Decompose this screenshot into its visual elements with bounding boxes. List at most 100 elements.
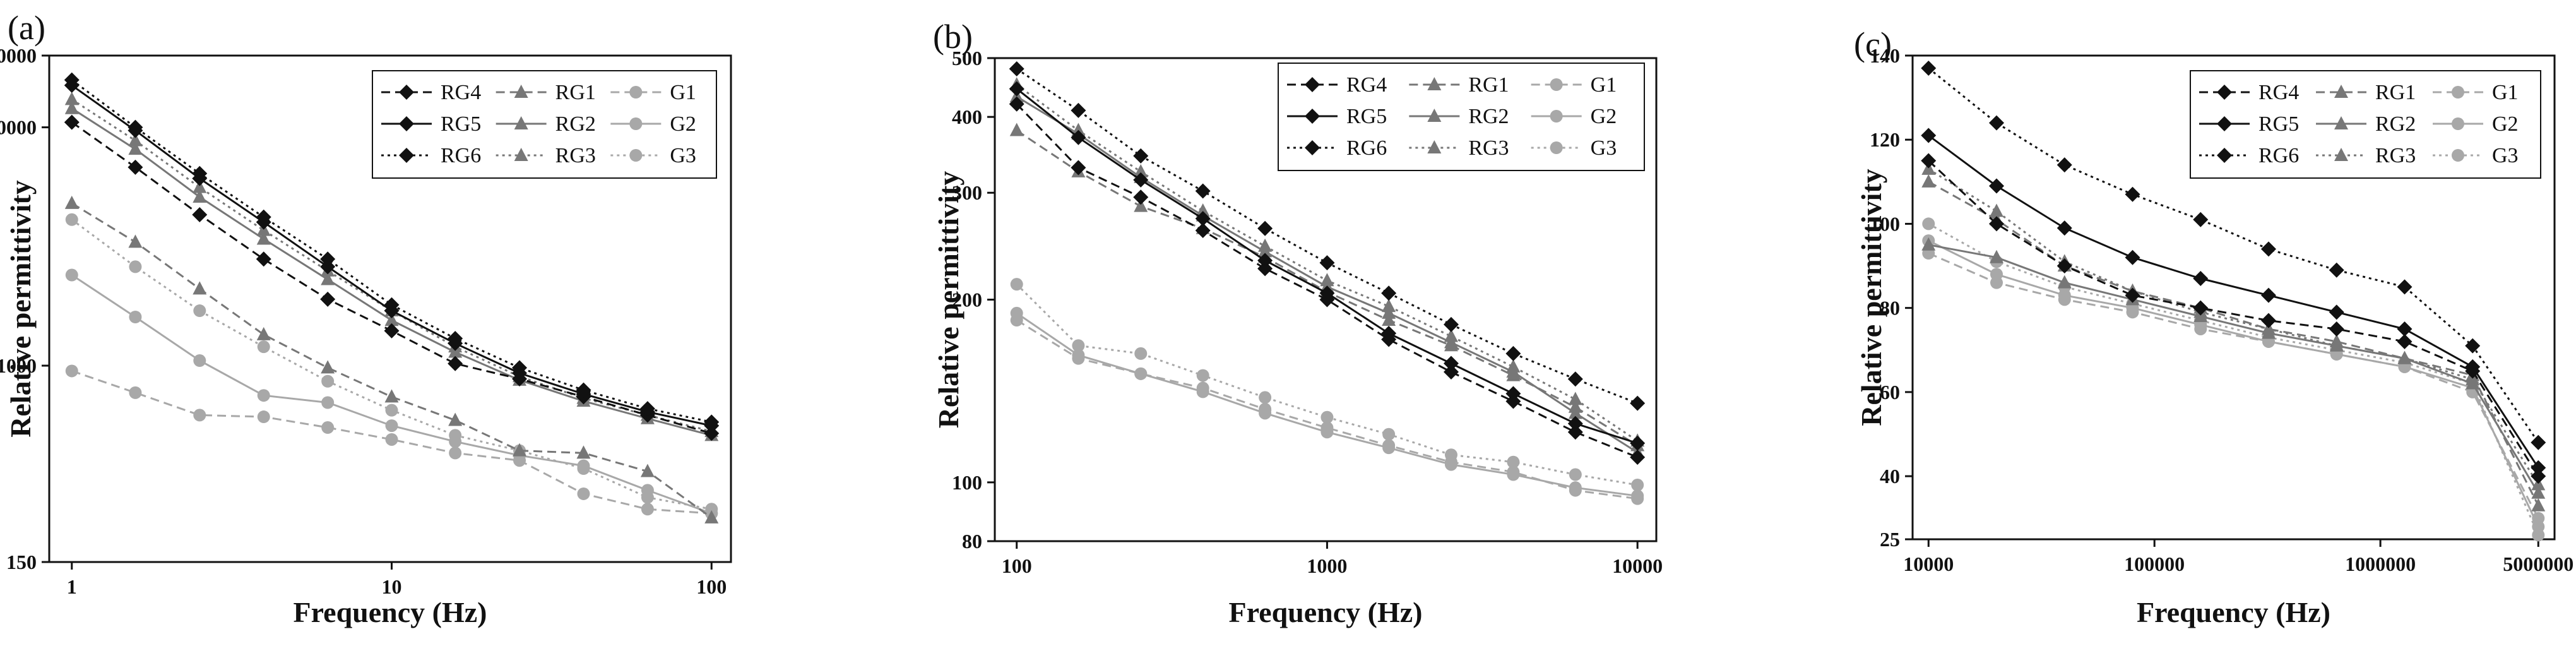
data-point-rg4 <box>2125 287 2140 303</box>
legend-marker-g3 <box>629 149 643 162</box>
y-tick-label: 25 <box>1880 528 1900 551</box>
data-point-g1 <box>193 409 206 422</box>
series-rg3 <box>1921 161 2546 491</box>
data-point-rg6 <box>1319 255 1335 271</box>
data-point-rg1 <box>384 389 399 403</box>
data-point-rg4 <box>1133 189 1149 205</box>
chart-c: 10000 100000 1000000 5000000 25 40 60 80 100 120 1… <box>1855 44 2573 628</box>
data-point-rg6 <box>2531 434 2546 450</box>
legend-marker-g3 <box>1550 141 1563 154</box>
x-tick-label: 10000 <box>1612 554 1663 577</box>
series-g3 <box>65 213 718 516</box>
data-point-rg3 <box>1506 359 1521 373</box>
series-line-g3 <box>1016 284 1638 486</box>
data-point-rg1 <box>640 464 655 477</box>
data-point-g2 <box>1444 458 1457 471</box>
legend-label: G1 <box>1591 73 1617 97</box>
legend: RG4 RG5 RG6 RG1 RG2 RG3 G1 G2 G3 <box>2190 70 2541 179</box>
legend-item-g3: G3 <box>1531 136 1617 160</box>
chart-a: 1 10 100 150 1000 10000 20000 Frequency (Hz) Rel… <box>0 44 732 628</box>
data-point-rg4 <box>1257 261 1273 277</box>
data-point-rg5 <box>2329 304 2344 320</box>
y-tick-label: 80 <box>962 530 982 553</box>
series-line-rg6 <box>1928 67 2539 443</box>
x-tick-label: 100 <box>1002 554 1032 577</box>
legend-item-rg2: RG2 <box>496 112 596 136</box>
panel-label-a: (a) <box>8 9 45 47</box>
y-tick-label: 60 <box>1880 381 1900 404</box>
plot-frame <box>1911 54 2556 541</box>
data-point-rg2 <box>384 313 399 326</box>
series-line-g3 <box>71 218 712 510</box>
data-point-rg4 <box>448 356 463 371</box>
data-point-rg3 <box>1196 203 1210 217</box>
data-point-rg6 <box>2193 212 2209 227</box>
data-point-rg4 <box>2057 258 2072 274</box>
data-point-g3 <box>1072 339 1085 352</box>
x-tick-label: 1000 <box>1307 554 1347 577</box>
data-point-g3 <box>1134 347 1148 360</box>
data-point-rg6 <box>576 382 591 398</box>
data-point-rg6 <box>1195 183 1211 199</box>
data-point-g2 <box>1321 426 1334 439</box>
legend-item-rg6: RG6 <box>1287 136 1387 160</box>
data-point-rg5 <box>1630 435 1646 451</box>
x-axis-title: Frequency (Hz) <box>293 596 487 628</box>
data-point-g1 <box>257 410 270 424</box>
data-point-rg2 <box>2057 275 2072 289</box>
series-g2 <box>1010 306 1644 503</box>
series-line-rg1 <box>71 202 713 519</box>
y-tick-label: 20000 <box>0 44 37 67</box>
y-tick-label: 200 <box>952 289 982 311</box>
data-point-rg6 <box>1505 345 1521 361</box>
legend-item-rg3: RG3 <box>1409 136 1509 160</box>
y-tick-label: 300 <box>952 181 982 204</box>
data-point-rg4 <box>2260 313 2276 328</box>
data-point-rg4 <box>192 206 208 222</box>
data-point-rg5 <box>2465 359 2481 374</box>
data-point-rg6 <box>1071 102 1086 118</box>
y-axis-title: Relative permittivity <box>1855 169 1887 426</box>
series-g3 <box>1922 217 2545 542</box>
series-rg1 <box>64 195 719 523</box>
data-point-rg4 <box>2531 469 2546 484</box>
data-point-rg6 <box>2329 262 2344 278</box>
legend-marker-g2 <box>629 117 643 130</box>
legend-item-rg2: RG2 <box>2316 112 2416 136</box>
legend-item-rg4: RG4 <box>1287 73 1387 97</box>
data-point-rg6 <box>1630 395 1646 411</box>
legend-label: G2 <box>2492 112 2519 136</box>
data-point-rg6 <box>128 119 143 135</box>
data-point-g3 <box>1631 479 1644 492</box>
data-point-rg6 <box>1133 148 1149 164</box>
data-point-rg6 <box>2465 338 2481 354</box>
data-point-rg6 <box>256 209 271 225</box>
data-point-rg4 <box>1443 364 1459 380</box>
y-tick-label: 120 <box>1870 128 1900 151</box>
data-point-g3 <box>193 304 206 318</box>
data-point-rg6 <box>1989 115 2005 131</box>
legend-marker-rg2 <box>2334 116 2348 129</box>
legend-label: G2 <box>670 112 696 136</box>
legend-marker-g1 <box>2452 86 2464 99</box>
series-line-g1 <box>71 369 712 515</box>
data-point-rg4 <box>320 291 336 307</box>
series-line-rg2 <box>1928 244 2539 494</box>
legend-marker-g2 <box>2452 117 2464 130</box>
chart-b: 100 1000 10000 80 100 200 300 400 500 Frequency (… <box>932 47 1663 628</box>
legend-box <box>1278 63 1645 171</box>
legend-label: G1 <box>2492 81 2519 104</box>
data-point-rg1 <box>1921 174 1936 188</box>
data-point-rg1 <box>256 326 271 340</box>
data-point-rg2 <box>128 141 143 155</box>
data-point-g3 <box>385 404 398 417</box>
legend-marker-rg2 <box>1427 109 1442 122</box>
data-point-rg2 <box>193 189 207 203</box>
data-point-rg5 <box>1195 211 1211 227</box>
series-line-rg5 <box>1928 135 2539 469</box>
series-line-rg4 <box>1928 160 2539 477</box>
data-point-rg2 <box>321 272 335 285</box>
data-point-g3 <box>1196 369 1209 382</box>
x-tick-label: 1000000 <box>2345 553 2416 575</box>
data-point-g2 <box>1990 268 2003 281</box>
